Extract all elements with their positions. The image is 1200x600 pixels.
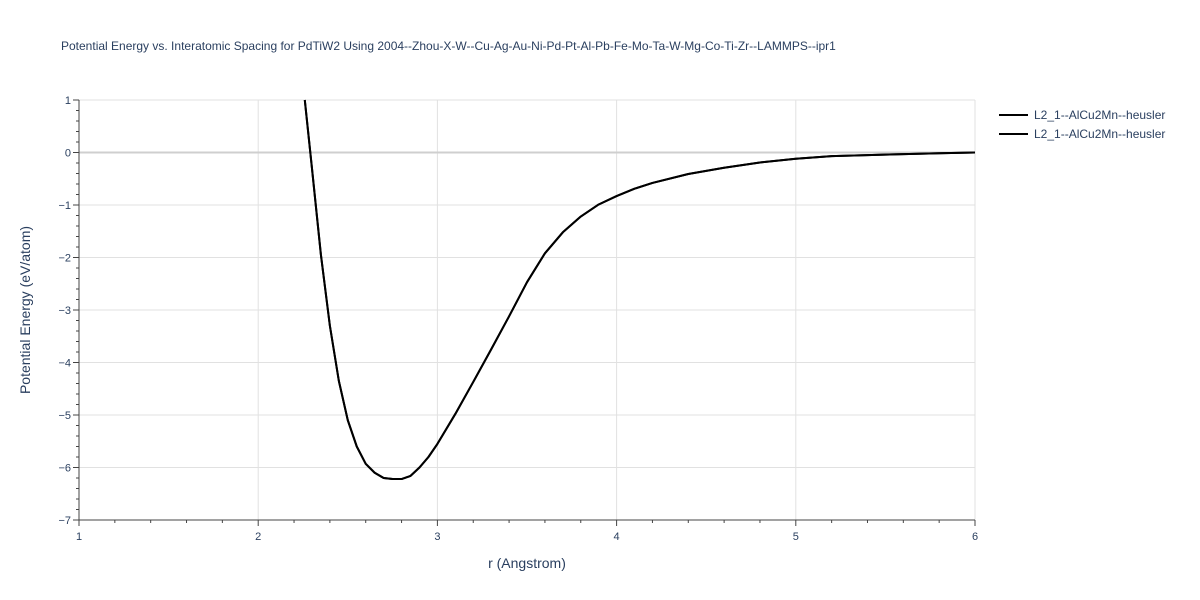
y-tick-label: −3 — [58, 305, 71, 317]
x-tick-label: 2 — [255, 531, 261, 543]
y-tick-label: −1 — [58, 200, 71, 212]
legend: L2_1--AlCu2Mn--heusler L2_1--AlCu2Mn--heu… — [999, 108, 1165, 141]
legend-label-2: L2_1--AlCu2Mn--heusler — [1034, 127, 1165, 141]
x-tick-label: 6 — [972, 531, 978, 543]
x-tick-label: 4 — [614, 531, 620, 543]
grid — [79, 99, 976, 520]
series-line-1 — [303, 99, 976, 481]
axes — [73, 99, 976, 526]
legend-label-1: L2_1--AlCu2Mn--heusler — [1034, 108, 1165, 122]
x-tick-label: 3 — [434, 531, 440, 543]
x-tick-label: 1 — [76, 531, 82, 543]
series-layer — [303, 99, 976, 481]
y-tick-label: 0 — [65, 148, 71, 160]
y-tick-label: 1 — [65, 95, 71, 107]
y-tick-label: −5 — [58, 410, 71, 422]
chart-title: Potential Energy vs. Interatomic Spacing… — [61, 39, 836, 53]
y-tick-label: −7 — [58, 515, 71, 527]
y-axis-title: Potential Energy (eV/atom) — [17, 226, 33, 394]
y-tick-label: −6 — [58, 463, 71, 475]
y-tick-label: −2 — [58, 253, 71, 265]
series-line-2 — [303, 99, 976, 481]
y-tick-label: −4 — [58, 358, 71, 370]
x-tick-label: 5 — [793, 531, 799, 543]
tick-labels: 1 2 3 4 5 6 1 0 −1 −2 −3 −4 −5 −6 −7 — [58, 95, 978, 543]
x-axis-title: r (Angstrom) — [488, 555, 566, 571]
